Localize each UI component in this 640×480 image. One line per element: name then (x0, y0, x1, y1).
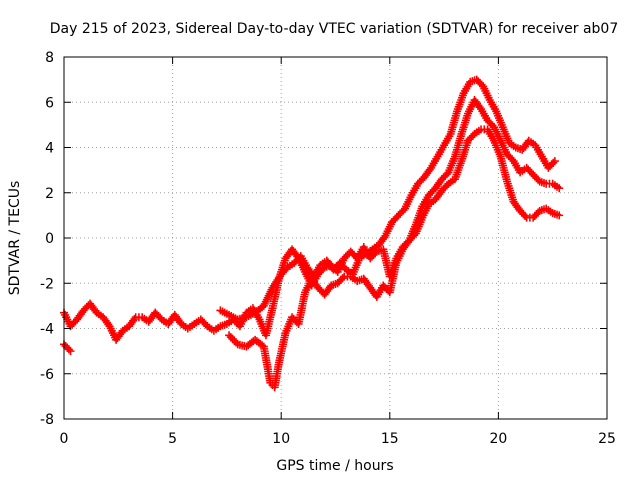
data-point-fill (226, 333, 235, 342)
y-tick-label: 2 (45, 186, 54, 202)
data-point (225, 331, 234, 340)
y-tick-label: -8 (40, 412, 54, 428)
y-tick-label: 4 (45, 141, 54, 157)
data-point (555, 211, 564, 220)
data-point-fill (425, 165, 434, 174)
y-tick-label: 6 (45, 95, 54, 111)
data-point-fill (475, 103, 484, 112)
chart-title: Day 215 of 2023, Sidereal Day-to-day VTE… (50, 21, 619, 37)
data-point-fill (230, 336, 239, 345)
x-tick-label: 15 (381, 431, 399, 447)
data-point-fill (521, 211, 530, 220)
x-tick-label: 25 (598, 431, 616, 447)
data-point-fill (338, 274, 347, 283)
ticks (63, 56, 608, 420)
data-point-fill (64, 345, 73, 354)
grid (64, 57, 607, 419)
y-tick-label: 8 (45, 50, 54, 66)
y-tick-label: -4 (40, 322, 54, 338)
data-point (555, 184, 564, 193)
plot-border (63, 56, 608, 420)
x-tick-label: 0 (60, 431, 69, 447)
data-points (60, 75, 564, 392)
x-tick-label: 10 (272, 431, 290, 447)
x-tick-label: 20 (489, 431, 507, 447)
x-axis-label: GPS time / hours (276, 458, 393, 474)
x-tick-label: 5 (168, 431, 177, 447)
data-point-fill (228, 334, 237, 343)
y-tick-label: -2 (40, 276, 54, 292)
data-point-fill (130, 314, 139, 323)
data-point (550, 157, 559, 166)
y-tick-labels: -8 -6 -4 -2 0 2 4 6 8 (40, 50, 54, 428)
data-point-fill (380, 233, 389, 242)
y-axis-label: SDTVAR / TECUs (7, 181, 23, 296)
y-tick-label: 0 (45, 231, 54, 247)
data-point-fill (549, 158, 558, 167)
data-point (66, 347, 75, 356)
x-tick-labels: 0 5 10 15 20 25 (60, 431, 616, 447)
data-point-fill (104, 320, 113, 329)
y-tick-label: -6 (40, 367, 54, 383)
